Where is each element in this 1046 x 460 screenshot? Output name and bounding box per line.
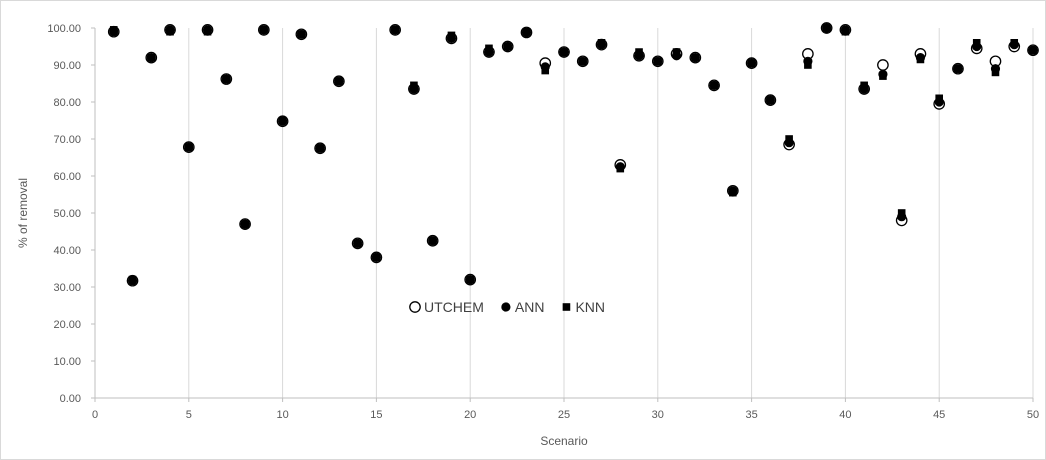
data-point-knn [560,48,568,56]
x-tick-label: 15 [370,409,382,421]
legend: UTCHEM ANN KNN [409,299,605,315]
data-point-knn [316,144,324,153]
data-point-knn [241,220,249,228]
data-point-knn [729,188,737,197]
data-point-knn [766,96,775,104]
tick-labels: 0.00 10.00 20.00 30.00 40.00 50.00 60.00 70.00 8… [47,23,1039,421]
series-knn [109,24,1037,284]
grid-lines [188,28,1034,398]
data-point-knn [185,143,193,151]
data-point-knn [297,30,306,39]
y-tick-label: 0.00 [60,393,81,405]
data-point-knn [222,75,231,83]
legend-label-utchem: UTCHEM [424,299,484,315]
data-point-knn [822,24,831,32]
data-point-knn [654,57,662,66]
series-utchem [107,22,1039,287]
data-point-knn [466,275,474,284]
legend-marker-utchem [409,301,421,313]
data-point-knn [991,68,1000,77]
data-point-knn [166,27,174,36]
legend-marker-ann [501,302,511,312]
data-point-knn [672,48,681,56]
data-point-knn [335,77,343,86]
data-point-knn [841,27,850,36]
data-point-knn [428,236,437,245]
data-point-knn [616,164,625,173]
legend-label-knn: KNN [575,299,605,315]
x-tick-label: 35 [745,409,757,421]
x-tick-label: 25 [558,409,570,421]
y-tick-label: 10.00 [53,356,81,368]
y-tick-label: 70.00 [53,134,81,146]
data-point-knn [935,94,943,103]
y-tick-label: 60.00 [53,171,81,183]
data-point-knn [522,27,531,36]
x-tick-label: 5 [186,409,192,421]
x-tick-label: 0 [92,409,98,421]
data-point-knn [597,39,606,47]
y-tick-label: 50.00 [53,208,81,220]
data-point-knn [785,135,793,143]
data-point-knn [391,26,399,34]
y-tick-label: 40.00 [53,245,81,257]
y-tick-label: 80.00 [53,97,81,109]
x-tick-label: 10 [276,409,288,421]
x-tick-label: 50 [1027,409,1039,421]
y-tick-label: 20.00 [53,319,81,331]
data-point-knn [109,26,118,34]
data-point-knn [747,59,756,67]
y-axis-title: % of removal [16,178,30,248]
data-point-knn [916,55,925,64]
data-point-knn [804,61,812,69]
data-point-knn [503,42,512,51]
data-point-knn [278,116,287,125]
data-point-knn [203,27,212,36]
data-point-knn [1010,39,1019,47]
data-point-knn [260,26,268,34]
data-point-knn [635,48,643,56]
data-point-knn [410,81,418,90]
data-point-knn [372,253,381,262]
data-point-knn [954,64,962,73]
data-point-knn [353,239,362,248]
series-ann [109,23,1038,286]
data-point-knn [541,66,550,75]
y-tick-label: 30.00 [53,282,81,294]
axes [91,27,1034,402]
x-tick-label: 20 [464,409,476,421]
data-point-knn [879,72,887,80]
x-tick-label: 40 [839,409,851,421]
x-axis-title: Scenario [540,434,588,448]
data-point-utchem [877,59,889,71]
data-point-knn [128,275,137,284]
data-points [107,22,1039,287]
data-point-knn [897,209,906,217]
legend-label-ann: ANN [515,299,545,315]
data-point-knn [1029,46,1037,54]
legend-marker-knn [562,303,571,311]
y-tick-label: 100.00 [47,23,81,35]
data-point-knn [972,39,981,47]
data-point-knn [710,81,718,90]
data-point-knn [485,44,493,53]
data-point-knn [860,81,868,90]
x-tick-label: 30 [652,409,664,421]
x-tick-label: 45 [933,409,945,421]
data-point-knn [691,53,700,62]
data-point-knn [578,57,587,66]
data-point-knn [447,31,456,40]
data-point-knn [147,53,156,62]
y-tick-label: 90.00 [53,60,81,72]
